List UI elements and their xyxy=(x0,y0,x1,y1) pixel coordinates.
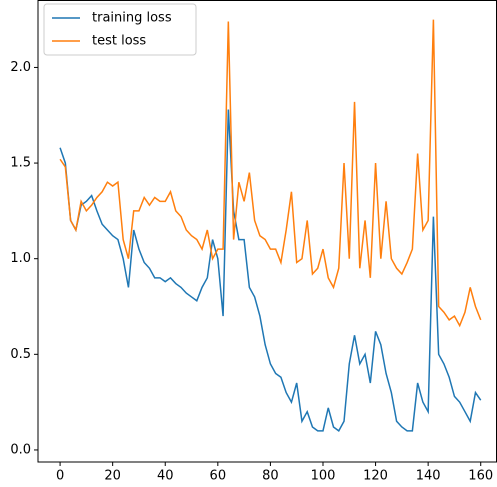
y-tick-label: 0.0 xyxy=(10,442,31,457)
x-tick-label: 60 xyxy=(210,469,227,484)
x-tick-label: 0 xyxy=(56,469,64,484)
legend-box xyxy=(43,3,197,56)
plot-frame xyxy=(37,0,497,463)
x-tick-label: 100 xyxy=(311,469,336,484)
x-tick-label: 120 xyxy=(363,469,388,484)
legend-label: training loss xyxy=(92,11,172,26)
x-tick-label: 80 xyxy=(262,469,279,484)
line-series xyxy=(59,109,482,432)
legend: training loss test loss xyxy=(43,3,197,56)
line-series xyxy=(59,19,482,328)
x-tick-label: 140 xyxy=(416,469,441,484)
y-tick-label: 1.5 xyxy=(10,156,31,171)
y-tick-label: 2.0 xyxy=(10,60,31,75)
x-tick-label: 40 xyxy=(157,469,174,484)
x-tick-label: 160 xyxy=(468,469,493,484)
y-tick-label: 0.5 xyxy=(10,347,31,362)
y-tick-label: 1.0 xyxy=(10,251,31,266)
legend-label: test loss xyxy=(92,34,146,49)
x-tick-label: 20 xyxy=(104,469,121,484)
